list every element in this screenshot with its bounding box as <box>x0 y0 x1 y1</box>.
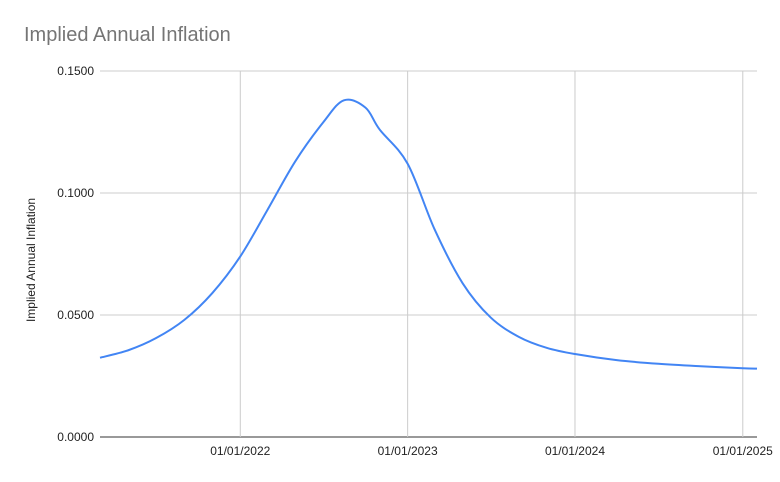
x-tick-label: 01/01/2022 <box>210 444 270 458</box>
chart-title: Implied Annual Inflation <box>24 24 231 46</box>
x-tick-label: 01/01/2025 <box>713 444 773 458</box>
y-tick-label: 0.1000 <box>57 186 94 200</box>
x-tick-label: 01/01/2023 <box>378 444 438 458</box>
y-tick-label: 0.0500 <box>57 308 94 322</box>
x-tick-label: 01/01/2024 <box>545 444 605 458</box>
y-tick-label: 0.1500 <box>57 64 94 78</box>
y-tick-label: 0.0000 <box>57 430 94 444</box>
series-line <box>99 98 758 370</box>
